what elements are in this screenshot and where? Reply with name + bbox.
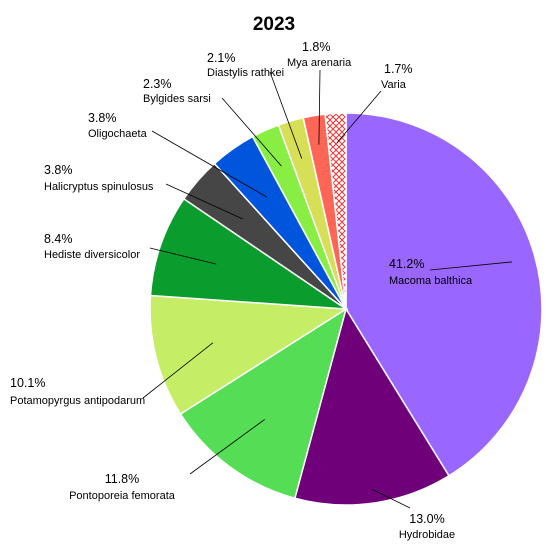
slice-name-label: Mya arenaria [287,57,352,69]
pie-slices [149,112,543,506]
pie-slice-hediste-diversicolor [149,197,349,310]
slice-percent-label: 8.4% [44,232,73,246]
leader-line [429,261,512,271]
leader-line [269,71,303,159]
slice-name-label: Varia [381,79,407,91]
leader-line [151,130,267,198]
slice-percent-label: 11.8% [105,472,140,486]
slice-percent-label: 3.8% [88,111,117,125]
slice-percent-label: 41.2% [389,257,424,271]
slice-name-label: Oligochaeta [88,128,148,140]
slice-name-label: Halicryptus spinulosus [44,181,154,193]
slice-percent-label: 3.8% [44,163,73,177]
leader-line [149,247,217,265]
chart-title: 2023 [253,14,295,35]
pie-slice-potamopyrgus-antipodarum [149,294,349,416]
leader-line [142,342,214,399]
leader-line [336,90,382,143]
leader-line [372,489,411,509]
slice-percent-label: 13.0% [409,512,444,526]
leader-line [221,97,282,167]
slice-percent-label: 2.1% [207,51,236,65]
slice-name-label: Pontoporeia femorata [69,490,176,502]
leader-lines [142,69,512,509]
slice-percent-label: 10.1% [10,376,45,390]
leader-line [165,183,243,220]
slice-name-label: Diastylis rathkei [207,67,284,79]
leader-line [318,69,321,145]
slice-percent-label: 1.8% [302,40,331,54]
slice-percent-label: 1.7% [384,62,413,76]
slice-name-label: Hydrobidae [399,529,455,541]
slice-name-label: Macoma balthica [389,275,473,287]
pie-slice-varia [324,112,347,310]
pie-slice-macoma-balthica [345,112,543,477]
slice-name-label: Potamopyrgus antipodarum [10,395,145,407]
slice-labels: 41.2% Macoma balthica 13.0% Hydrobidae 11.8%… [10,40,473,541]
slice-percent-label: 2.3% [143,77,172,91]
slice-name-label: Bylgides sarsi [143,93,211,105]
slice-name-label: Hediste diversicolor [44,249,140,261]
leader-line [189,419,265,475]
